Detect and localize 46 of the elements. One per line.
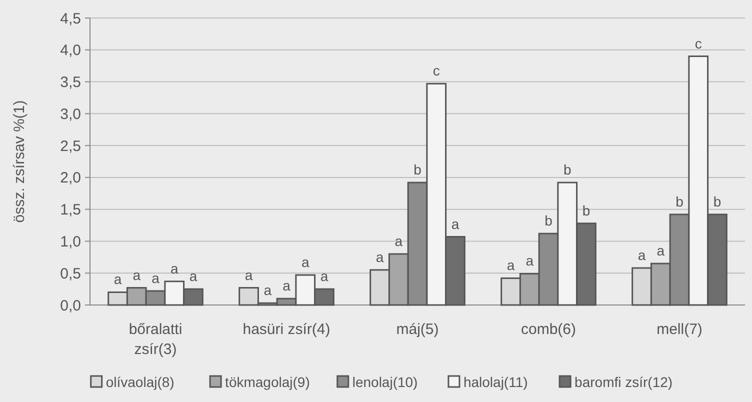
y-tick-label: 1,5 bbox=[60, 202, 81, 219]
x-tick-label: hasüri zsír(4) bbox=[242, 321, 330, 338]
legend-label: tökmagolaj(9) bbox=[225, 374, 310, 390]
y-tick-label: 3,0 bbox=[60, 106, 81, 123]
data-label: a bbox=[152, 270, 160, 286]
y-tick-label: 1,0 bbox=[60, 233, 81, 250]
data-label: a bbox=[320, 268, 328, 284]
x-tick-label: mell(7) bbox=[656, 321, 702, 338]
legend-label: baromfi zsír(12) bbox=[574, 374, 673, 390]
data-label: a bbox=[376, 248, 384, 265]
y-tick-label: 4,0 bbox=[60, 42, 81, 60]
data-label: b bbox=[713, 193, 722, 210]
x-tick-label: comb(6) bbox=[520, 321, 576, 338]
data-label: a bbox=[170, 260, 178, 276]
y-tick-label: 4,5 bbox=[60, 10, 81, 28]
data-label: a bbox=[506, 257, 515, 274]
data-label: a bbox=[451, 216, 460, 232]
data-label: a bbox=[282, 278, 291, 294]
x-tick-label: máj(5) bbox=[396, 321, 439, 338]
data-label: a bbox=[656, 242, 665, 259]
data-label: b bbox=[414, 162, 422, 178]
legend-label: lenolaj(10) bbox=[352, 374, 418, 390]
data-label: a bbox=[264, 282, 272, 298]
y-tick-label: 2,5 bbox=[60, 138, 81, 155]
data-label: a bbox=[638, 247, 646, 264]
data-label: a bbox=[114, 271, 122, 288]
data-label: a bbox=[301, 254, 310, 270]
data-label: a bbox=[526, 252, 534, 269]
x-tick-label: bőralatti zsír(3) bbox=[128, 321, 182, 358]
data-label: b bbox=[544, 212, 553, 229]
data-label: c bbox=[694, 35, 702, 52]
data-label: b bbox=[563, 162, 572, 178]
data-label: a bbox=[189, 268, 198, 284]
data-label: c bbox=[432, 62, 440, 79]
data-label: a bbox=[394, 232, 403, 249]
y-tick-label: 3,5 bbox=[60, 74, 81, 92]
legend-label: halolaj(11) bbox=[463, 374, 528, 390]
data-label: b bbox=[676, 193, 684, 210]
legend-label: olívaolaj(8) bbox=[106, 374, 174, 390]
y-axis-title: össz. zsírsav %(1) bbox=[11, 100, 28, 223]
data-label: a bbox=[244, 266, 253, 283]
y-tick-label: 0,0 bbox=[60, 297, 81, 314]
data-label: b bbox=[582, 202, 590, 218]
data-label: a bbox=[132, 266, 141, 283]
y-tick-label: 0,5 bbox=[60, 265, 81, 282]
y-tick-label: 2,0 bbox=[60, 170, 81, 187]
